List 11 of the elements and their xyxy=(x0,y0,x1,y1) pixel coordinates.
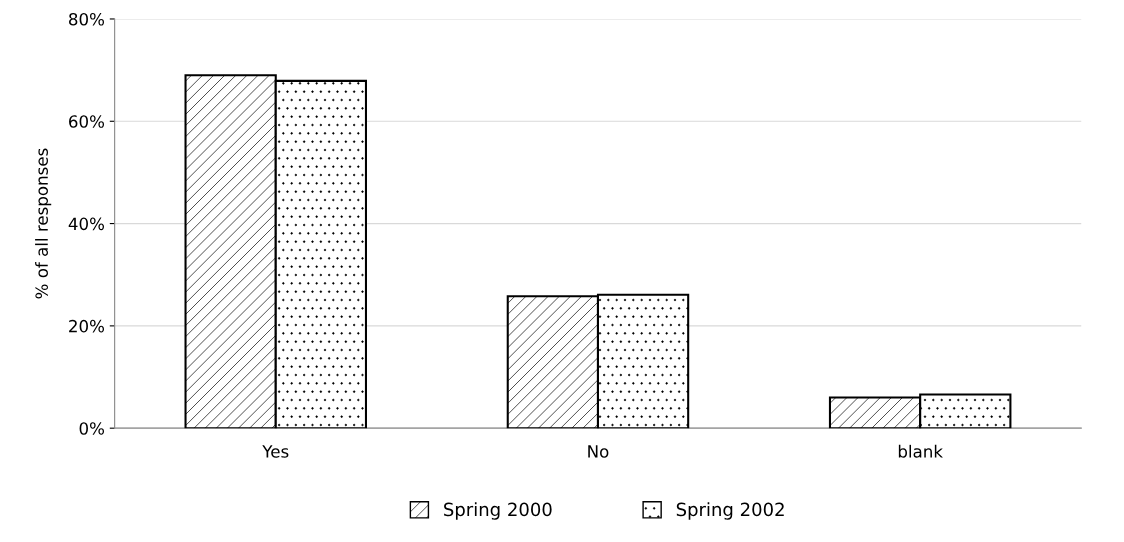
x-tick-label: blank xyxy=(898,444,943,458)
x-tick-label: Yes xyxy=(262,445,289,458)
y-tick-label: 80% xyxy=(69,12,105,26)
y-tick-label: 40% xyxy=(68,217,105,231)
legend-label: Spring 2002 xyxy=(676,502,784,520)
x-tick-label: No xyxy=(588,445,609,458)
y-axis-title: % of all responses xyxy=(35,148,52,299)
legend-label: Spring 2000 xyxy=(444,502,552,520)
y-tick-label: 20% xyxy=(69,319,105,333)
y-tick-label: 60% xyxy=(69,115,105,128)
y-tick-label: 0% xyxy=(79,422,105,435)
